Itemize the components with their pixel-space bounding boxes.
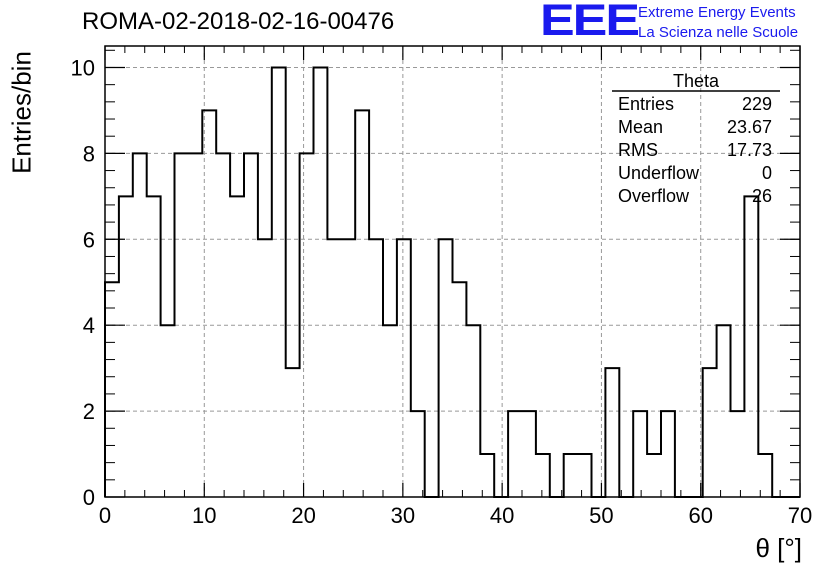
stats-label: RMS [618, 140, 658, 160]
x-tick-label: 20 [291, 503, 315, 528]
x-tick-label: 40 [490, 503, 514, 528]
y-tick-label: 4 [83, 313, 95, 338]
chart-title: ROMA-02-2018-02-16-00476 [82, 8, 395, 35]
y-tick-label: 0 [83, 485, 95, 510]
histogram-outline [104, 66, 800, 498]
logo-text-line2: La Scienza nelle Scuole [638, 24, 799, 41]
x-tick-label: 0 [99, 503, 111, 528]
x-tick-label: 60 [688, 503, 712, 528]
x-tick-label: 50 [589, 503, 613, 528]
axis-ticks [104, 46, 801, 498]
y-tick-label: 10 [71, 55, 95, 80]
stats-value: 23.67 [727, 117, 772, 137]
stats-label: Overflow [618, 186, 690, 206]
stats-value: 17.73 [727, 140, 772, 160]
stats-value: 0 [762, 163, 772, 183]
stats-label: Mean [618, 117, 663, 137]
x-tick-label: 70 [788, 503, 812, 528]
x-axis-label: θ [°] [755, 533, 802, 563]
logo-text-line1: Extreme Energy Events [638, 4, 796, 21]
y-tick-label: 8 [83, 141, 95, 166]
stats-box-title: Theta [673, 71, 720, 91]
stats-label: Underflow [618, 163, 700, 183]
eee-logo: EEE [540, 0, 640, 46]
x-tick-label: 10 [192, 503, 216, 528]
x-tick-label: 30 [391, 503, 415, 528]
y-tick-label: 6 [83, 227, 95, 252]
stats-value: 229 [742, 94, 772, 114]
y-tick-label: 2 [83, 399, 95, 424]
tick-labels: 0 10 20 30 40 50 60 70 0 2 4 6 8 10 [71, 55, 813, 528]
stats-box: Theta Entries 229 Mean 23.67 RMS 17.73 Underflo… [612, 71, 780, 206]
plot-frame [104, 45, 801, 498]
stats-value: 26 [752, 186, 772, 206]
stats-label: Entries [618, 94, 674, 114]
